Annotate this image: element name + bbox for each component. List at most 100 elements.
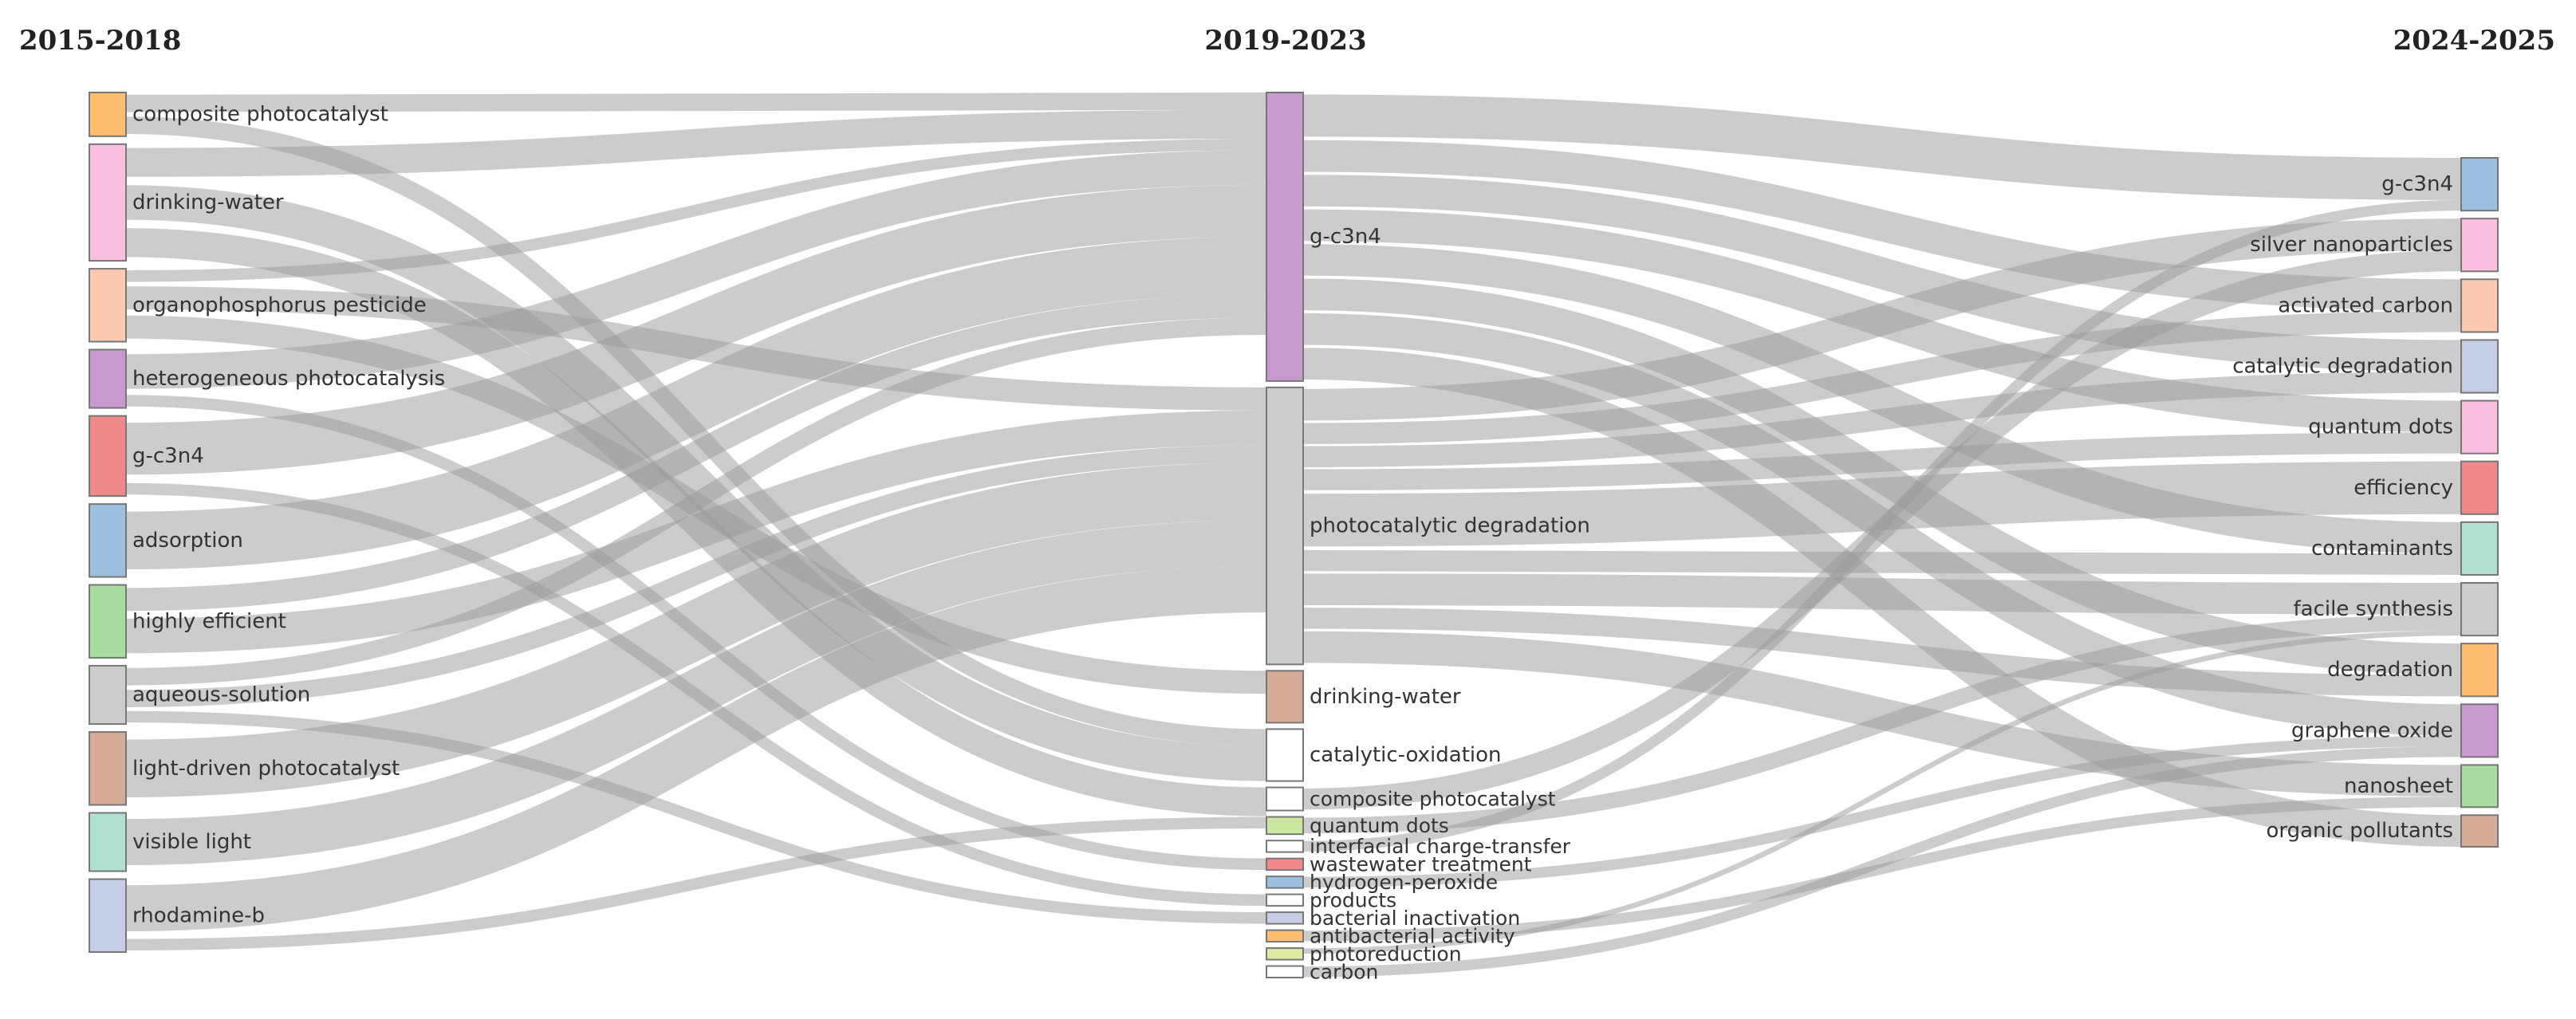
node-label-c-degradation: degradation — [2327, 658, 2453, 682]
link-a-organo-to-b-gc3n4[interactable] — [125, 138, 1267, 282]
node-label-a-highly: highly efficient — [132, 609, 286, 633]
node-b-gc3n4[interactable] — [1266, 92, 1304, 382]
node-c-degradation[interactable] — [2460, 643, 2499, 698]
node-b-carbon[interactable] — [1266, 965, 1304, 978]
link-b-photocat-to-c-quantum[interactable] — [1302, 432, 2462, 490]
link-a-hetero-to-b-gc3n4[interactable] — [125, 150, 1267, 389]
link-b-carbon-to-c-graphene[interactable] — [1302, 746, 2462, 978]
link-a-gc3n4-to-b-gc3n4[interactable] — [125, 184, 1267, 475]
node-a-gc3n4[interactable] — [89, 415, 127, 498]
node-label-a-rhodamine: rhodamine-b — [132, 903, 265, 927]
node-label-a-drinking: drinking-water — [132, 191, 284, 214]
link-b-photocat-to-c-activated[interactable] — [1302, 310, 2462, 444]
node-c-silver[interactable] — [2460, 218, 2499, 273]
node-c-gc3n4[interactable] — [2460, 157, 2499, 212]
column-title-2015-2018: 2015-2018 — [19, 25, 181, 57]
node-label-c-graphene: graphene oxide — [2291, 718, 2453, 742]
node-c-efficiency[interactable] — [2460, 460, 2499, 515]
node-a-adsorption[interactable] — [89, 503, 127, 578]
node-b-drinking[interactable] — [1266, 670, 1304, 724]
link-a-rhodamine-to-b-photocat[interactable] — [125, 566, 1267, 932]
link-a-highly-to-b-photocat[interactable] — [125, 410, 1267, 654]
link-a-drinking-to-b-gc3n4[interactable] — [125, 109, 1267, 177]
link-a-adsorption-to-b-gc3n4[interactable] — [125, 236, 1267, 570]
nodes-layer: composite photocatalyst drinking-water org… — [89, 92, 2499, 983]
link-b-photocat-to-c-catalytic[interactable] — [1302, 372, 2462, 467]
link-b-gc3n4-to-c-contaminants[interactable] — [1302, 244, 2462, 554]
node-a-aqueous[interactable] — [89, 664, 127, 726]
node-label-a-visible: visible light — [132, 830, 251, 854]
node-label-a-organo: organophosphorus pesticide — [132, 293, 427, 317]
node-b-products[interactable] — [1266, 893, 1304, 907]
node-c-catalytic[interactable] — [2460, 339, 2499, 394]
link-b-photocat-to-c-efficiency[interactable] — [1302, 461, 2462, 547]
node-label-b-drinking: drinking-water — [1310, 685, 1461, 709]
column-title-2024-2025: 2024-2025 — [2393, 25, 2555, 57]
node-label-c-contaminants: contaminants — [2311, 537, 2453, 561]
node-c-facile[interactable] — [2460, 581, 2499, 637]
link-b-gc3n4-to-c-gc3n4[interactable] — [1302, 94, 2462, 200]
node-label-c-nanosheet: nanosheet — [2344, 774, 2453, 798]
link-a-aqueous-to-b-photocat[interactable] — [125, 445, 1267, 707]
node-b-hydrogen[interactable] — [1266, 875, 1304, 889]
link-b-photocat-to-c-degradation[interactable] — [1302, 608, 2462, 697]
node-label-a-composite: composite photocatalyst — [132, 102, 388, 126]
node-a-light[interactable] — [89, 731, 127, 806]
node-label-c-quantum: quantum dots — [2308, 415, 2453, 439]
node-label-a-light: light-driven photocatalyst — [132, 757, 400, 781]
link-b-gc3n4-to-c-catalytic[interactable] — [1302, 175, 2462, 372]
node-b-interfacial[interactable] — [1266, 840, 1304, 853]
link-b-hydrogen-to-c-graphene[interactable] — [1302, 735, 2462, 888]
node-label-b-interfacial: interfacial charge-transfer — [1310, 835, 1571, 858]
node-label-b-bacterial: bacterial inactivation — [1310, 907, 1520, 930]
node-label-c-silver: silver nanoparticles — [2250, 233, 2453, 257]
link-a-aqueous-to-b-gc3n4[interactable] — [125, 317, 1267, 686]
link-b-photocat-to-c-nanosheet[interactable] — [1302, 631, 2462, 797]
node-c-organic[interactable] — [2460, 814, 2499, 848]
node-a-visible[interactable] — [89, 812, 127, 872]
node-b-quantum[interactable] — [1266, 816, 1304, 836]
link-b-photocat-to-c-facile[interactable] — [1302, 573, 2462, 615]
node-c-graphene[interactable] — [2460, 703, 2499, 758]
node-c-nanosheet[interactable] — [2460, 764, 2499, 809]
node-b-bacterial[interactable] — [1266, 911, 1304, 925]
node-c-contaminants[interactable] — [2460, 521, 2499, 576]
node-a-drinking[interactable] — [89, 143, 127, 262]
node-label-a-hetero: heterogeneous photocatalysis — [132, 367, 445, 391]
link-a-composite-to-b-gc3n4[interactable] — [125, 92, 1267, 112]
node-label-b-photocat: photocatalytic degradation — [1310, 514, 1590, 538]
node-label-b-gc3n4: g-c3n4 — [1310, 225, 1381, 249]
node-b-catalytic[interactable] — [1266, 728, 1304, 782]
node-label-a-aqueous: aqueous-solution — [132, 683, 310, 707]
node-b-composite[interactable] — [1266, 786, 1304, 812]
node-b-wastewater[interactable] — [1266, 857, 1304, 871]
node-b-antibacterial[interactable] — [1266, 929, 1304, 943]
node-b-photoreduction[interactable] — [1266, 947, 1304, 961]
link-a-highly-to-b-gc3n4[interactable] — [125, 294, 1267, 612]
link-a-drinking-to-b-catalytic[interactable] — [125, 185, 1267, 781]
node-label-a-gc3n4: g-c3n4 — [132, 444, 204, 468]
link-b-interfacial-to-c-gc3n4[interactable] — [1302, 199, 2462, 852]
link-a-light-to-b-photocat[interactable] — [125, 462, 1267, 797]
node-label-b-antibacterial: antibacterial activity — [1310, 924, 1515, 947]
link-b-photoreduction-to-c-facile[interactable] — [1302, 630, 2462, 954]
node-label-c-gc3n4: g-c3n4 — [2381, 172, 2453, 196]
node-a-highly[interactable] — [89, 584, 127, 659]
node-a-hetero[interactable] — [89, 348, 127, 409]
node-b-photocat[interactable] — [1266, 386, 1304, 666]
node-label-c-catalytic: catalytic degradation — [2232, 354, 2453, 378]
node-label-b-composite: composite photocatalyst — [1310, 788, 1556, 811]
node-a-rhodamine[interactable] — [89, 878, 127, 954]
link-b-antibacterial-to-c-nanosheet[interactable] — [1302, 797, 2462, 942]
link-a-rhodamine-to-b-quantum[interactable] — [125, 816, 1267, 951]
node-a-organo[interactable] — [89, 268, 127, 343]
node-label-b-quantum: quantum dots — [1310, 814, 1449, 837]
link-b-quantum-to-c-facile[interactable] — [1302, 614, 2462, 834]
node-label-b-wastewater: wastewater treatment — [1310, 852, 1532, 875]
node-c-activated[interactable] — [2460, 278, 2499, 333]
link-b-photocat-to-c-contaminants[interactable] — [1302, 549, 2462, 575]
node-c-quantum[interactable] — [2460, 399, 2499, 454]
node-a-composite[interactable] — [89, 92, 127, 137]
link-a-visible-to-b-photocat[interactable] — [125, 520, 1267, 865]
